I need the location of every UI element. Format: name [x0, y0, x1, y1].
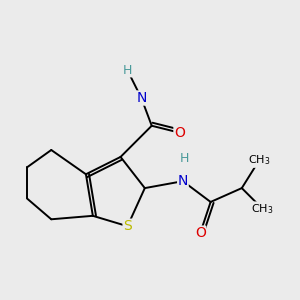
Text: CH$_3$: CH$_3$ [248, 154, 270, 167]
Text: H: H [123, 64, 132, 77]
Text: N: N [178, 174, 188, 188]
Text: CH$_3$: CH$_3$ [251, 202, 274, 216]
Text: O: O [174, 126, 185, 140]
Text: N: N [136, 91, 146, 105]
Text: H: H [180, 152, 189, 165]
Text: O: O [195, 226, 206, 240]
Text: S: S [123, 219, 132, 233]
